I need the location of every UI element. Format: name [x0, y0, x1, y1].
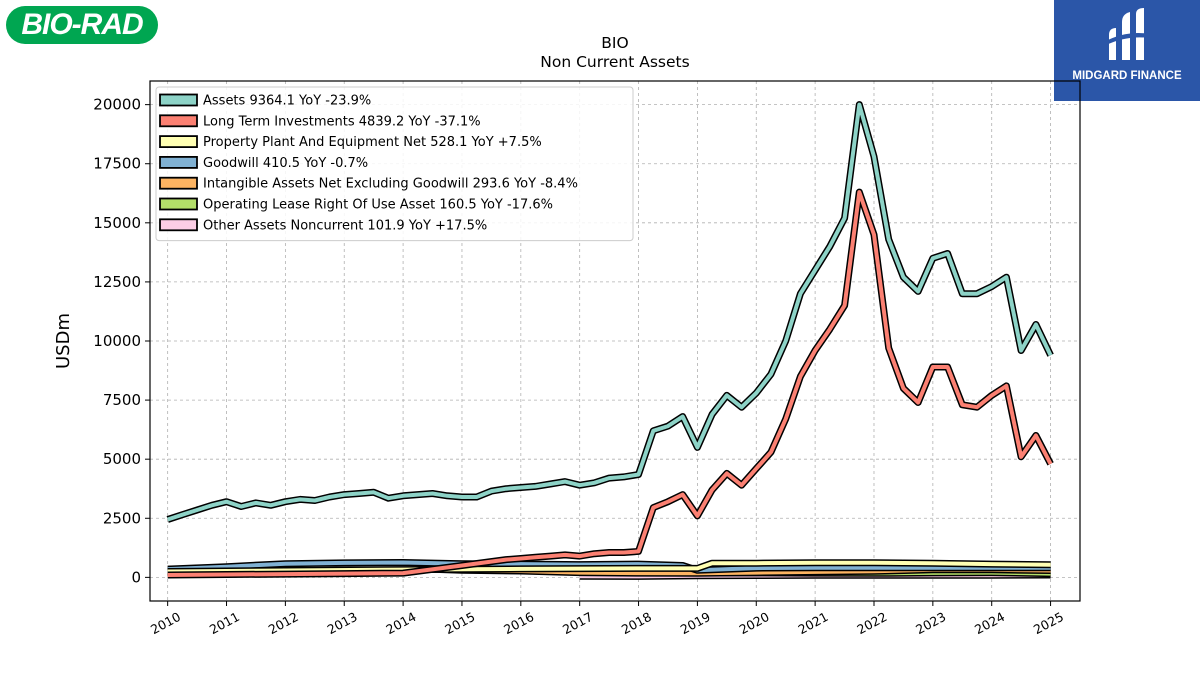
legend-item: Other Assets Noncurrent 101.9 YoY +17.5% [159, 218, 487, 233]
y-tick-label: 2500 [103, 509, 141, 527]
legend-item: Assets 9364.1 YoY -23.9% [159, 93, 371, 109]
legend-swatch [159, 218, 198, 232]
x-tick-label: 2024 [972, 609, 1007, 637]
y-tick-label: 15000 [93, 214, 141, 232]
legend-swatch [159, 176, 198, 190]
legend-label: Intangible Assets Net Excluding Goodwill… [203, 177, 578, 192]
legend-item: Long Term Investments 4839.2 YoY -37.1% [159, 114, 481, 129]
x-axis: 2010 2011 2012 2013 2014 2015 2016 2017 2018 2019… [148, 601, 1066, 637]
x-tick-label: 2023 [913, 609, 948, 637]
legend-swatch [159, 114, 198, 128]
midgard-emblem-icon [1104, 8, 1150, 60]
x-tick-label: 2013 [325, 609, 360, 637]
legend-swatch [159, 135, 198, 149]
y-tick-label: 7500 [103, 391, 141, 409]
series-lines [166, 101, 1054, 580]
legend-item: Goodwill 410.5 YoY -0.7% [159, 155, 368, 171]
x-tick-label: 2018 [619, 609, 654, 637]
series-long-term-investments [167, 188, 1054, 579]
midgard-finance-logo-text: MIDGARD FINANCE [1072, 70, 1182, 82]
x-tick-label: 2012 [266, 609, 301, 637]
chart-subtitle: Non Current Assets [540, 53, 689, 71]
series-assets [166, 101, 1054, 523]
y-tick-label: 5000 [103, 450, 141, 468]
y-tick-label: 0 [131, 568, 141, 586]
series-goodwill [167, 559, 1051, 574]
midgard-finance-logo: MIDGARD FINANCE [1054, 0, 1200, 101]
legend-label: Goodwill 410.5 YoY -0.7% [203, 156, 368, 171]
y-axis: 0 2500 5000 7500 10000 12500 15000 17500 20000 [93, 96, 150, 586]
legend: Assets 9364.1 YoY -23.9% Long Term Invest… [155, 86, 634, 242]
series-outline [167, 188, 1054, 579]
y-axis-label: USDm [53, 313, 74, 369]
y-tick-label: 10000 [93, 332, 141, 350]
series-line [167, 102, 1053, 522]
x-tick-label: 2025 [1031, 609, 1066, 637]
x-tick-label: 2022 [854, 609, 889, 637]
x-tick-label: 2019 [678, 609, 713, 637]
legend-swatch [159, 155, 198, 169]
x-tick-label: 2015 [442, 609, 477, 637]
y-tick-label: 20000 [93, 96, 141, 114]
legend-item: Intangible Assets Net Excluding Goodwill… [159, 176, 578, 192]
x-tick-label: 2017 [560, 609, 595, 637]
legend-label: Property Plant And Equipment Net 528.1 Y… [203, 135, 542, 150]
legend-label: Assets 9364.1 YoY -23.9% [203, 94, 371, 109]
legend-swatch [159, 93, 198, 107]
legend-label: Other Assets Noncurrent 101.9 YoY +17.5% [203, 218, 487, 233]
chart-title: BIO [601, 34, 628, 52]
y-tick-label: 17500 [93, 155, 141, 173]
legend-label: Long Term Investments 4839.2 YoY -37.1% [203, 114, 481, 129]
legend-item: Operating Lease Right Of Use Asset 160.5… [159, 197, 553, 213]
legend-box [155, 86, 634, 242]
y-tick-label: 12500 [93, 273, 141, 291]
series-line [167, 190, 1053, 577]
x-tick-label: 2011 [207, 609, 242, 637]
x-tick-label: 2010 [148, 609, 183, 637]
x-tick-label: 2016 [501, 609, 536, 637]
x-tick-label: 2020 [737, 609, 772, 637]
legend-swatch [159, 197, 198, 211]
legend-item: Property Plant And Equipment Net 528.1 Y… [159, 135, 542, 150]
x-tick-label: 2014 [383, 609, 418, 637]
bio-rad-logo: BIO-RAD [6, 6, 158, 44]
bio-rad-logo-text: BIO-RAD [21, 8, 143, 41]
series-line [167, 560, 1051, 573]
legend-label: Operating Lease Right Of Use Asset 160.5… [203, 198, 553, 213]
x-tick-label: 2021 [795, 609, 830, 637]
